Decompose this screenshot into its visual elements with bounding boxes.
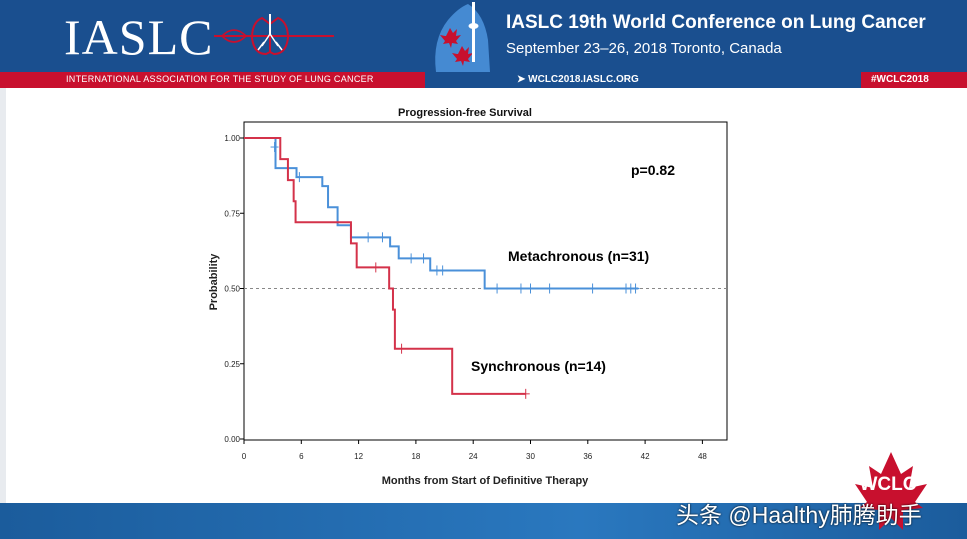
x-tick-label: 12 [354, 452, 363, 461]
wclc-badge-text: WCLC [860, 474, 917, 495]
org-name: INTERNATIONAL ASSOCIATION FOR THE STUDY … [66, 74, 374, 84]
left-edge [0, 88, 6, 539]
y-tick-label: 1.00 [224, 134, 240, 143]
x-tick-label: 18 [411, 452, 420, 461]
x-tick-label: 0 [242, 452, 247, 461]
y-tick-label: 0.50 [224, 285, 240, 294]
org-strip: INTERNATIONAL ASSOCIATION FOR THE STUDY … [0, 72, 425, 88]
y-tick-label: 0.25 [224, 360, 240, 369]
x-axis-label: Months from Start of Definitive Therapy [382, 475, 589, 487]
x-tick-label: 36 [583, 452, 592, 461]
metachronous-curve [244, 137, 639, 290]
lungs-caduceus-icon [214, 14, 334, 56]
cn-tower-maple-icon [435, 2, 490, 72]
website-link[interactable]: ➤ WCLC2018.IASLC.ORG [517, 74, 639, 85]
footer-band [0, 503, 967, 539]
chart-title: Progression-free Survival [398, 107, 532, 119]
plot-frame [243, 121, 728, 441]
x-tick-label: 24 [469, 452, 478, 461]
legend-synchronous: Synchronous (n=14) [471, 358, 606, 374]
y-tick-label: 0.75 [224, 209, 240, 218]
watermark: 头条 @Haalthy肺腾助手 [676, 502, 922, 528]
synchronous-curve [244, 137, 526, 395]
x-tick-label: 42 [641, 452, 650, 461]
y-axis-label: Probability [208, 253, 220, 311]
conference-header: IASLC IASLC 19th World Conference on Lun… [0, 0, 967, 88]
legend-metachronous: Metachronous (n=31) [508, 248, 649, 264]
hashtag: #WCLC2018 [871, 74, 929, 85]
conference-dates: September 23–26, 2018 Toronto, Canada [506, 40, 782, 57]
header-logo-panel: IASLC [0, 0, 425, 72]
conference-title: IASLC 19th World Conference on Lung Canc… [506, 12, 926, 33]
hashtag-strip: #WCLC2018 [861, 72, 967, 88]
y-tick-label: 0.00 [224, 435, 240, 444]
x-tick-label: 48 [698, 452, 707, 461]
x-tick-label: 6 [299, 452, 304, 461]
website-strip: ➤ WCLC2018.IASLC.ORG [425, 72, 861, 88]
x-tick-label: 30 [526, 452, 535, 461]
wclc-maple-badge: WCLC [855, 452, 927, 530]
iaslc-logo: IASLC [64, 9, 214, 65]
p-value-label: p=0.82 [631, 162, 675, 178]
